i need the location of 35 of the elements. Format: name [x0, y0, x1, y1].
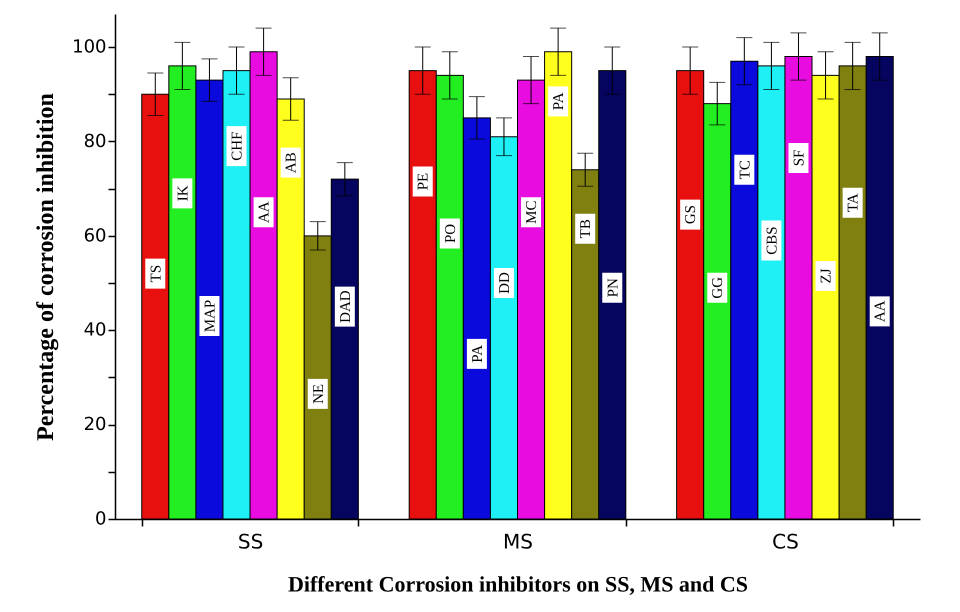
x-tick-label: MS: [503, 530, 533, 554]
annotation: GS: [683, 204, 700, 224]
annotation: CHF: [230, 132, 246, 161]
annotation: CBS: [764, 226, 780, 255]
y-tick-label: 60: [84, 225, 106, 246]
y-axis-title: Percentage of corrosion inhibition: [33, 93, 60, 441]
annotation: DAD: [338, 290, 354, 323]
annotation: NE: [310, 384, 327, 404]
y-tick-label: 20: [84, 414, 106, 436]
annotation: GG: [710, 276, 726, 299]
annotation: AB: [284, 152, 300, 174]
annotation: TA: [846, 193, 862, 212]
annotation: AA: [256, 201, 273, 224]
annotation: TS: [148, 264, 164, 282]
annotation: TC: [737, 160, 754, 180]
annotation: IK: [175, 185, 192, 202]
annotation: SF: [791, 150, 808, 166]
x-axis-title: Different Corrosion inhibitors on SS, MS and CS: [288, 572, 748, 596]
x-tick-label: SS: [238, 530, 264, 554]
annotation: DD: [496, 272, 513, 294]
y-tick-label: 80: [84, 130, 106, 152]
annotation: PO: [442, 224, 459, 244]
x-tick-label: CS: [772, 530, 799, 554]
annotation: PN: [605, 278, 622, 298]
annotation: PA: [470, 344, 486, 363]
annotation: ZJ: [818, 268, 835, 284]
annotation: MC: [524, 200, 540, 224]
annotation: TB: [578, 219, 594, 238]
y-tick-label: 0: [95, 508, 106, 530]
annotation: AA: [872, 300, 889, 322]
annotation: MAP: [202, 300, 218, 332]
annotation: PE: [416, 172, 432, 190]
y-tick-label: 100: [72, 36, 106, 58]
annotation: PA: [551, 92, 568, 110]
y-tick-label: 40: [84, 320, 106, 341]
